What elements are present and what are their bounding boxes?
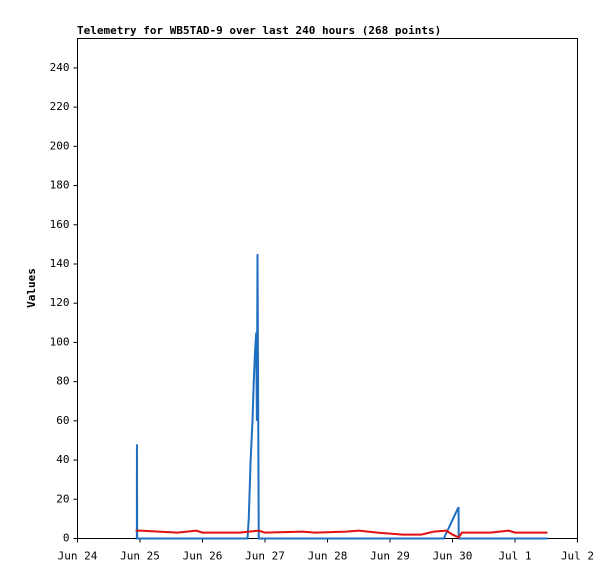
y-tick-label: 180 (50, 179, 70, 192)
x-tick-label: Jun 25 (120, 550, 160, 563)
y-tick-label: 240 (50, 61, 70, 74)
y-tick-label: 120 (50, 296, 70, 309)
x-tick-label: Jun 28 (308, 550, 348, 563)
y-tick-label: 220 (50, 100, 70, 113)
x-tick-label: Jun 29 (370, 550, 410, 563)
x-tick-label: Jun 27 (245, 550, 285, 563)
y-tick-label: 40 (56, 453, 69, 466)
series-line (135, 254, 548, 540)
y-tick-label: 80 (56, 375, 69, 388)
x-tick-label: Jun 24 (58, 550, 98, 563)
x-tick-label: Jul 2 (561, 550, 594, 563)
plot-frame (77, 38, 578, 539)
y-tick-label: 200 (50, 139, 70, 152)
y-tick-label: 160 (50, 218, 70, 231)
x-tick-label: Jul 1 (498, 550, 531, 563)
series-line (135, 529, 548, 539)
x-tick-label: Jun 30 (433, 550, 473, 563)
y-tick-label: 100 (50, 335, 70, 348)
y-tick-label: 60 (56, 414, 69, 427)
y-tick-label: 140 (50, 257, 70, 270)
x-tick-label: Jun 26 (183, 550, 223, 563)
chart-title: Telemetry for WB5TAD-9 over last 240 hou… (77, 24, 441, 37)
y-tick-label: 0 (63, 532, 70, 545)
y-axis-label: Values (25, 268, 38, 308)
y-tick-label: 20 (56, 492, 69, 505)
